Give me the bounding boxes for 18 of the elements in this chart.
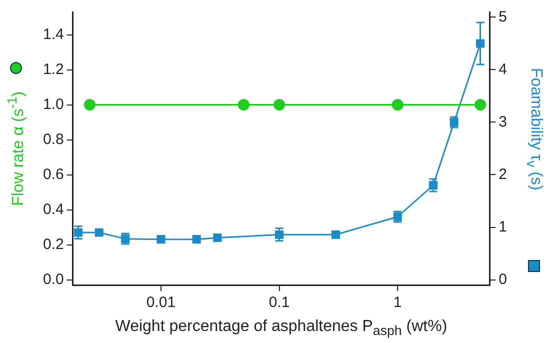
x-tick-label: 0.01 (146, 294, 176, 312)
y2-tick-label: 4 (498, 60, 507, 78)
y-tick-label: 0.2 (42, 236, 64, 253)
y-tick-label: 0.0 (42, 270, 64, 288)
x-tick-label: 1 (393, 294, 402, 312)
y-tick-label: 1.2 (42, 60, 64, 78)
y2-tick-label: 0 (498, 270, 507, 288)
y-tick-label: 1.0 (42, 96, 64, 113)
x-axis-title: Weight percentage of asphaltenes P$_{asph}$ (wt%) (115, 318, 448, 338)
x-tick-label: 0.1 (268, 294, 290, 312)
y-tick-label: 0.8 (42, 130, 64, 148)
y2-tick-label: 5 (498, 8, 507, 26)
y-tick-label: 0.4 (42, 200, 64, 218)
y2-tick-label: 2 (498, 166, 507, 183)
y2-tick-label: 3 (498, 113, 507, 130)
y-tick-label: 0.6 (42, 166, 64, 183)
y2-tick-label: 1 (498, 218, 507, 236)
y-tick-label: 1.4 (42, 26, 64, 43)
